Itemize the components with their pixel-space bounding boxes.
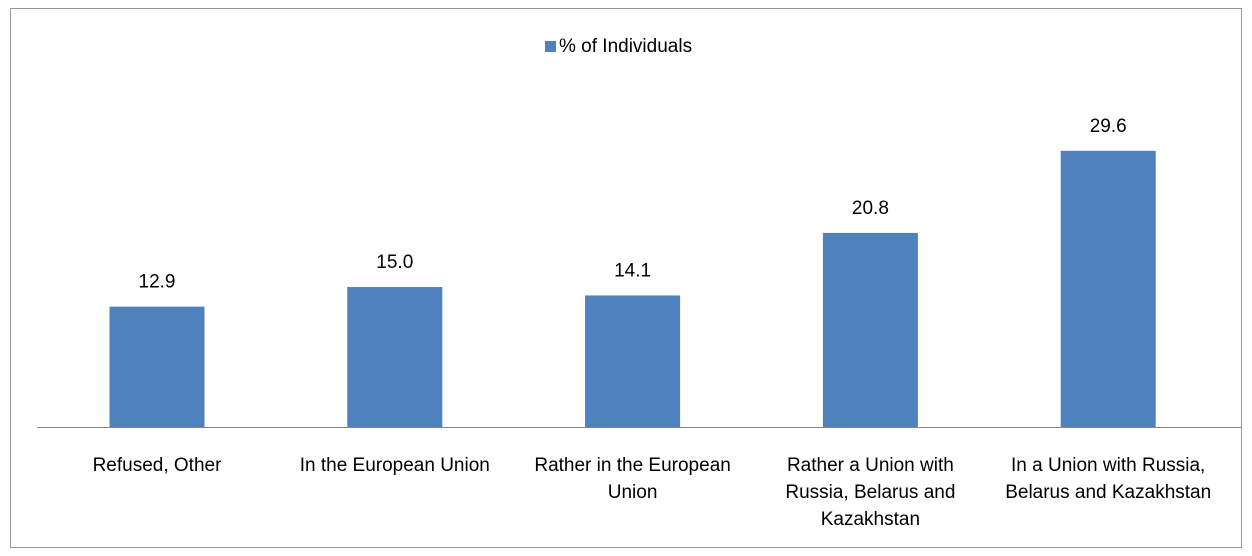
legend-swatch: [545, 41, 556, 52]
bar: [1060, 150, 1156, 427]
data-label: 20.8: [852, 198, 889, 219]
data-label: 12.9: [139, 272, 176, 293]
bar: [347, 287, 443, 427]
bar: [822, 232, 918, 427]
data-label: 29.6: [1090, 116, 1127, 137]
x-tick-label: Refused, Other: [92, 455, 222, 476]
data-label: 14.1: [614, 260, 651, 281]
x-tick-label: In the European Union: [299, 455, 490, 476]
x-tick-label: Rather a Union with Russia, Belarus and …: [785, 455, 956, 530]
x-tick-label: Rather in the European Union: [534, 455, 731, 503]
bar: [585, 295, 681, 427]
bar: [109, 306, 205, 427]
legend-label: % of Individuals: [559, 36, 692, 57]
data-label: 15.0: [376, 252, 413, 273]
x-tick-label: In a Union with Russia, Belarus and Kaza…: [1005, 455, 1212, 503]
chart-border: [10, 8, 1242, 548]
